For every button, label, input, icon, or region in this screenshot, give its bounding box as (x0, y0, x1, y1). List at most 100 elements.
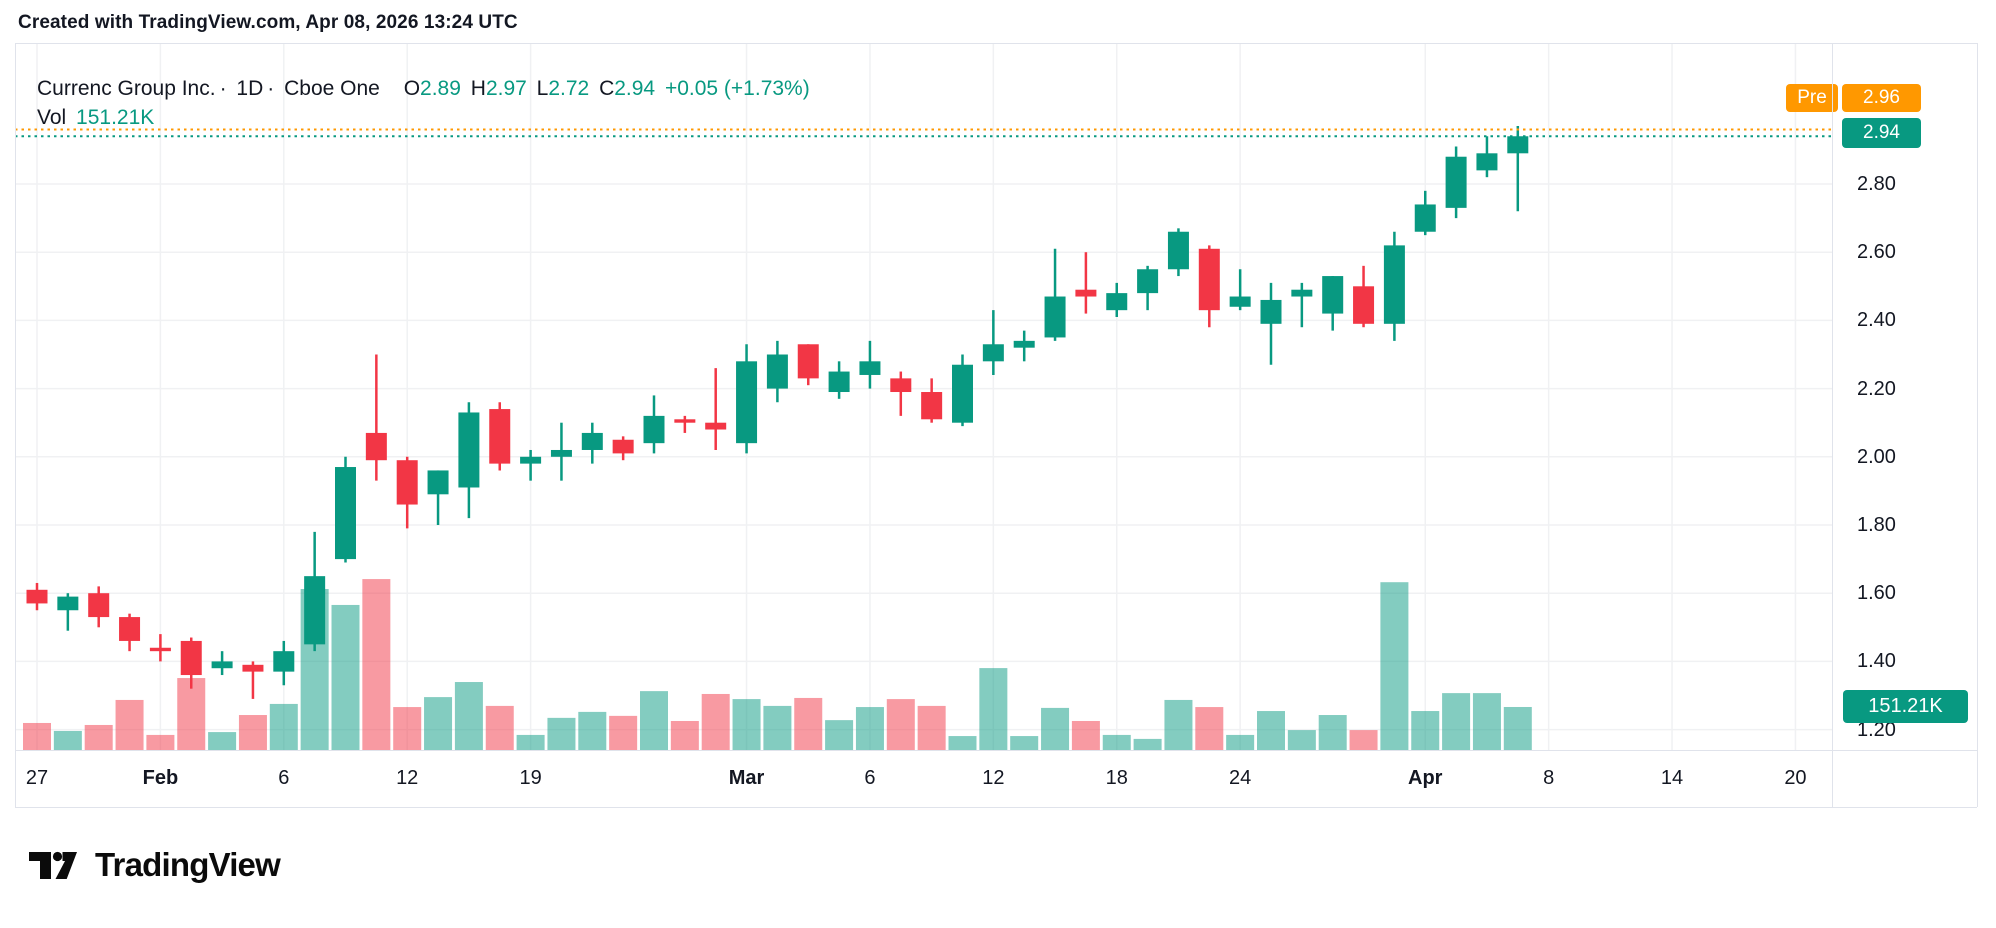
volume-bar (454, 682, 483, 750)
candle-body (1229, 296, 1251, 307)
volume-badge: 151.21K (1843, 690, 1968, 723)
candle-body (1414, 204, 1436, 232)
volume-bar (855, 707, 884, 750)
volume-bar (208, 732, 237, 750)
candle-body (1383, 245, 1405, 324)
chart-legend: Currenc Group Inc. · 1D · Cboe One O2.89 H… (37, 75, 814, 132)
volume-bar (1349, 730, 1378, 750)
time-axis-separator (15, 750, 1977, 751)
volume-bar (640, 691, 668, 750)
change-value: +0.05 (+1.73%) (664, 77, 810, 100)
volume-bar (732, 699, 761, 750)
candle-body (520, 456, 542, 464)
exchange-label: Cboe One (284, 77, 380, 100)
tradingview-logo-icon (29, 851, 77, 879)
volume-bar (578, 711, 607, 750)
volume-bar (670, 720, 699, 750)
high-value: 2.97 (485, 77, 527, 100)
candle-body (797, 344, 819, 379)
high-label: H (470, 77, 486, 100)
volume-bar (516, 734, 545, 750)
volume-bar (1503, 706, 1532, 750)
legend-separator: · (267, 77, 275, 100)
volume-bar (917, 705, 946, 750)
volume-label: Vol (37, 106, 67, 129)
volume-bar (1380, 582, 1409, 750)
open-label: O (403, 77, 421, 100)
time-tick-label: Mar (728, 767, 765, 789)
volume-bar (609, 715, 638, 750)
volume-bar (1411, 711, 1440, 750)
time-tick-label: 12 (982, 767, 1005, 789)
candle-body (396, 460, 418, 505)
pane-border-top (15, 43, 1977, 44)
candle-body (1137, 269, 1159, 294)
volume-bar (146, 734, 175, 750)
time-axis[interactable]: 27 Feb 6 12 19 Mar 6 12 18 24 Apr 8 14 20 (15, 750, 1832, 807)
volume-bar (393, 707, 422, 750)
candle-body (1260, 299, 1282, 324)
candle-body (304, 576, 326, 645)
candle-body (581, 432, 603, 450)
volume-bar (1442, 693, 1471, 750)
candle-body (1044, 296, 1066, 338)
last-price-badge: 2.94 (1842, 118, 1921, 148)
candle-body (1167, 231, 1189, 270)
volume-bar (886, 699, 915, 750)
price-axis[interactable]: 2.80 2.60 2.40 2.20 2.00 1.80 1.60 1.40 1.20 Pre 2… (1786, 43, 1978, 807)
volume-bar (1472, 693, 1501, 750)
pane-border-right (1977, 43, 1978, 807)
pane-border-left (15, 43, 16, 807)
candle-body (88, 593, 110, 618)
pre-market-price-badge: 2.96 (1842, 84, 1921, 112)
open-value: 2.89 (420, 77, 461, 100)
price-tick-label: 2.60 (1857, 241, 1896, 264)
candle-body (211, 661, 233, 669)
volume-bar (701, 693, 730, 750)
candle-body (766, 354, 788, 389)
price-tick-label: 1.80 (1857, 514, 1896, 536)
candle-body (982, 344, 1004, 362)
time-tick-label: 8 (1543, 767, 1555, 789)
candle-body (1353, 286, 1375, 324)
volume-bar (1041, 707, 1070, 750)
tradingview-logo[interactable]: TradingView (28, 846, 281, 884)
time-tick-label: 20 (1784, 767, 1807, 789)
candle-body (1507, 136, 1529, 154)
volume-bar (1318, 715, 1347, 750)
candle-body (119, 617, 141, 641)
candle-body (921, 392, 943, 420)
volume-bar (23, 722, 51, 750)
volume-bar (1287, 730, 1316, 750)
volume-bar (1133, 738, 1162, 750)
volume-bar (763, 705, 792, 750)
price-tick-label: 1.40 (1857, 650, 1896, 673)
candle-body (828, 371, 850, 393)
candle-body (612, 439, 634, 454)
candle-body (242, 664, 264, 672)
tradingview-logo-text: TradingView (95, 846, 281, 883)
price-tick-label: 2.40 (1857, 309, 1896, 332)
close-label: C (599, 77, 615, 100)
candle-body (736, 361, 758, 444)
pane-border-bottom (15, 807, 1977, 808)
candle-body (674, 419, 696, 423)
volume-bar (1226, 734, 1255, 750)
interval-label[interactable]: 1D (236, 77, 264, 100)
volume-value: 151.21K (76, 106, 155, 129)
volume-bar (238, 715, 267, 750)
price-chart-plot[interactable] (15, 43, 1832, 750)
candle-body (859, 361, 881, 375)
time-tick-label: Apr (1408, 767, 1443, 789)
candle-body (273, 651, 295, 672)
price-tick-label: 1.60 (1857, 582, 1896, 605)
attribution-text: Created with TradingView.com, Apr 08, 20… (18, 12, 518, 33)
volume-bar (1164, 699, 1193, 750)
candle-body (705, 422, 727, 430)
legend-separator: · (219, 77, 227, 100)
candle-body (1075, 289, 1097, 297)
candle-body (57, 596, 79, 611)
time-tick-label: 24 (1229, 767, 1252, 789)
price-tick-label: 2.00 (1857, 445, 1896, 468)
symbol-title[interactable]: Currenc Group Inc. (37, 77, 216, 100)
